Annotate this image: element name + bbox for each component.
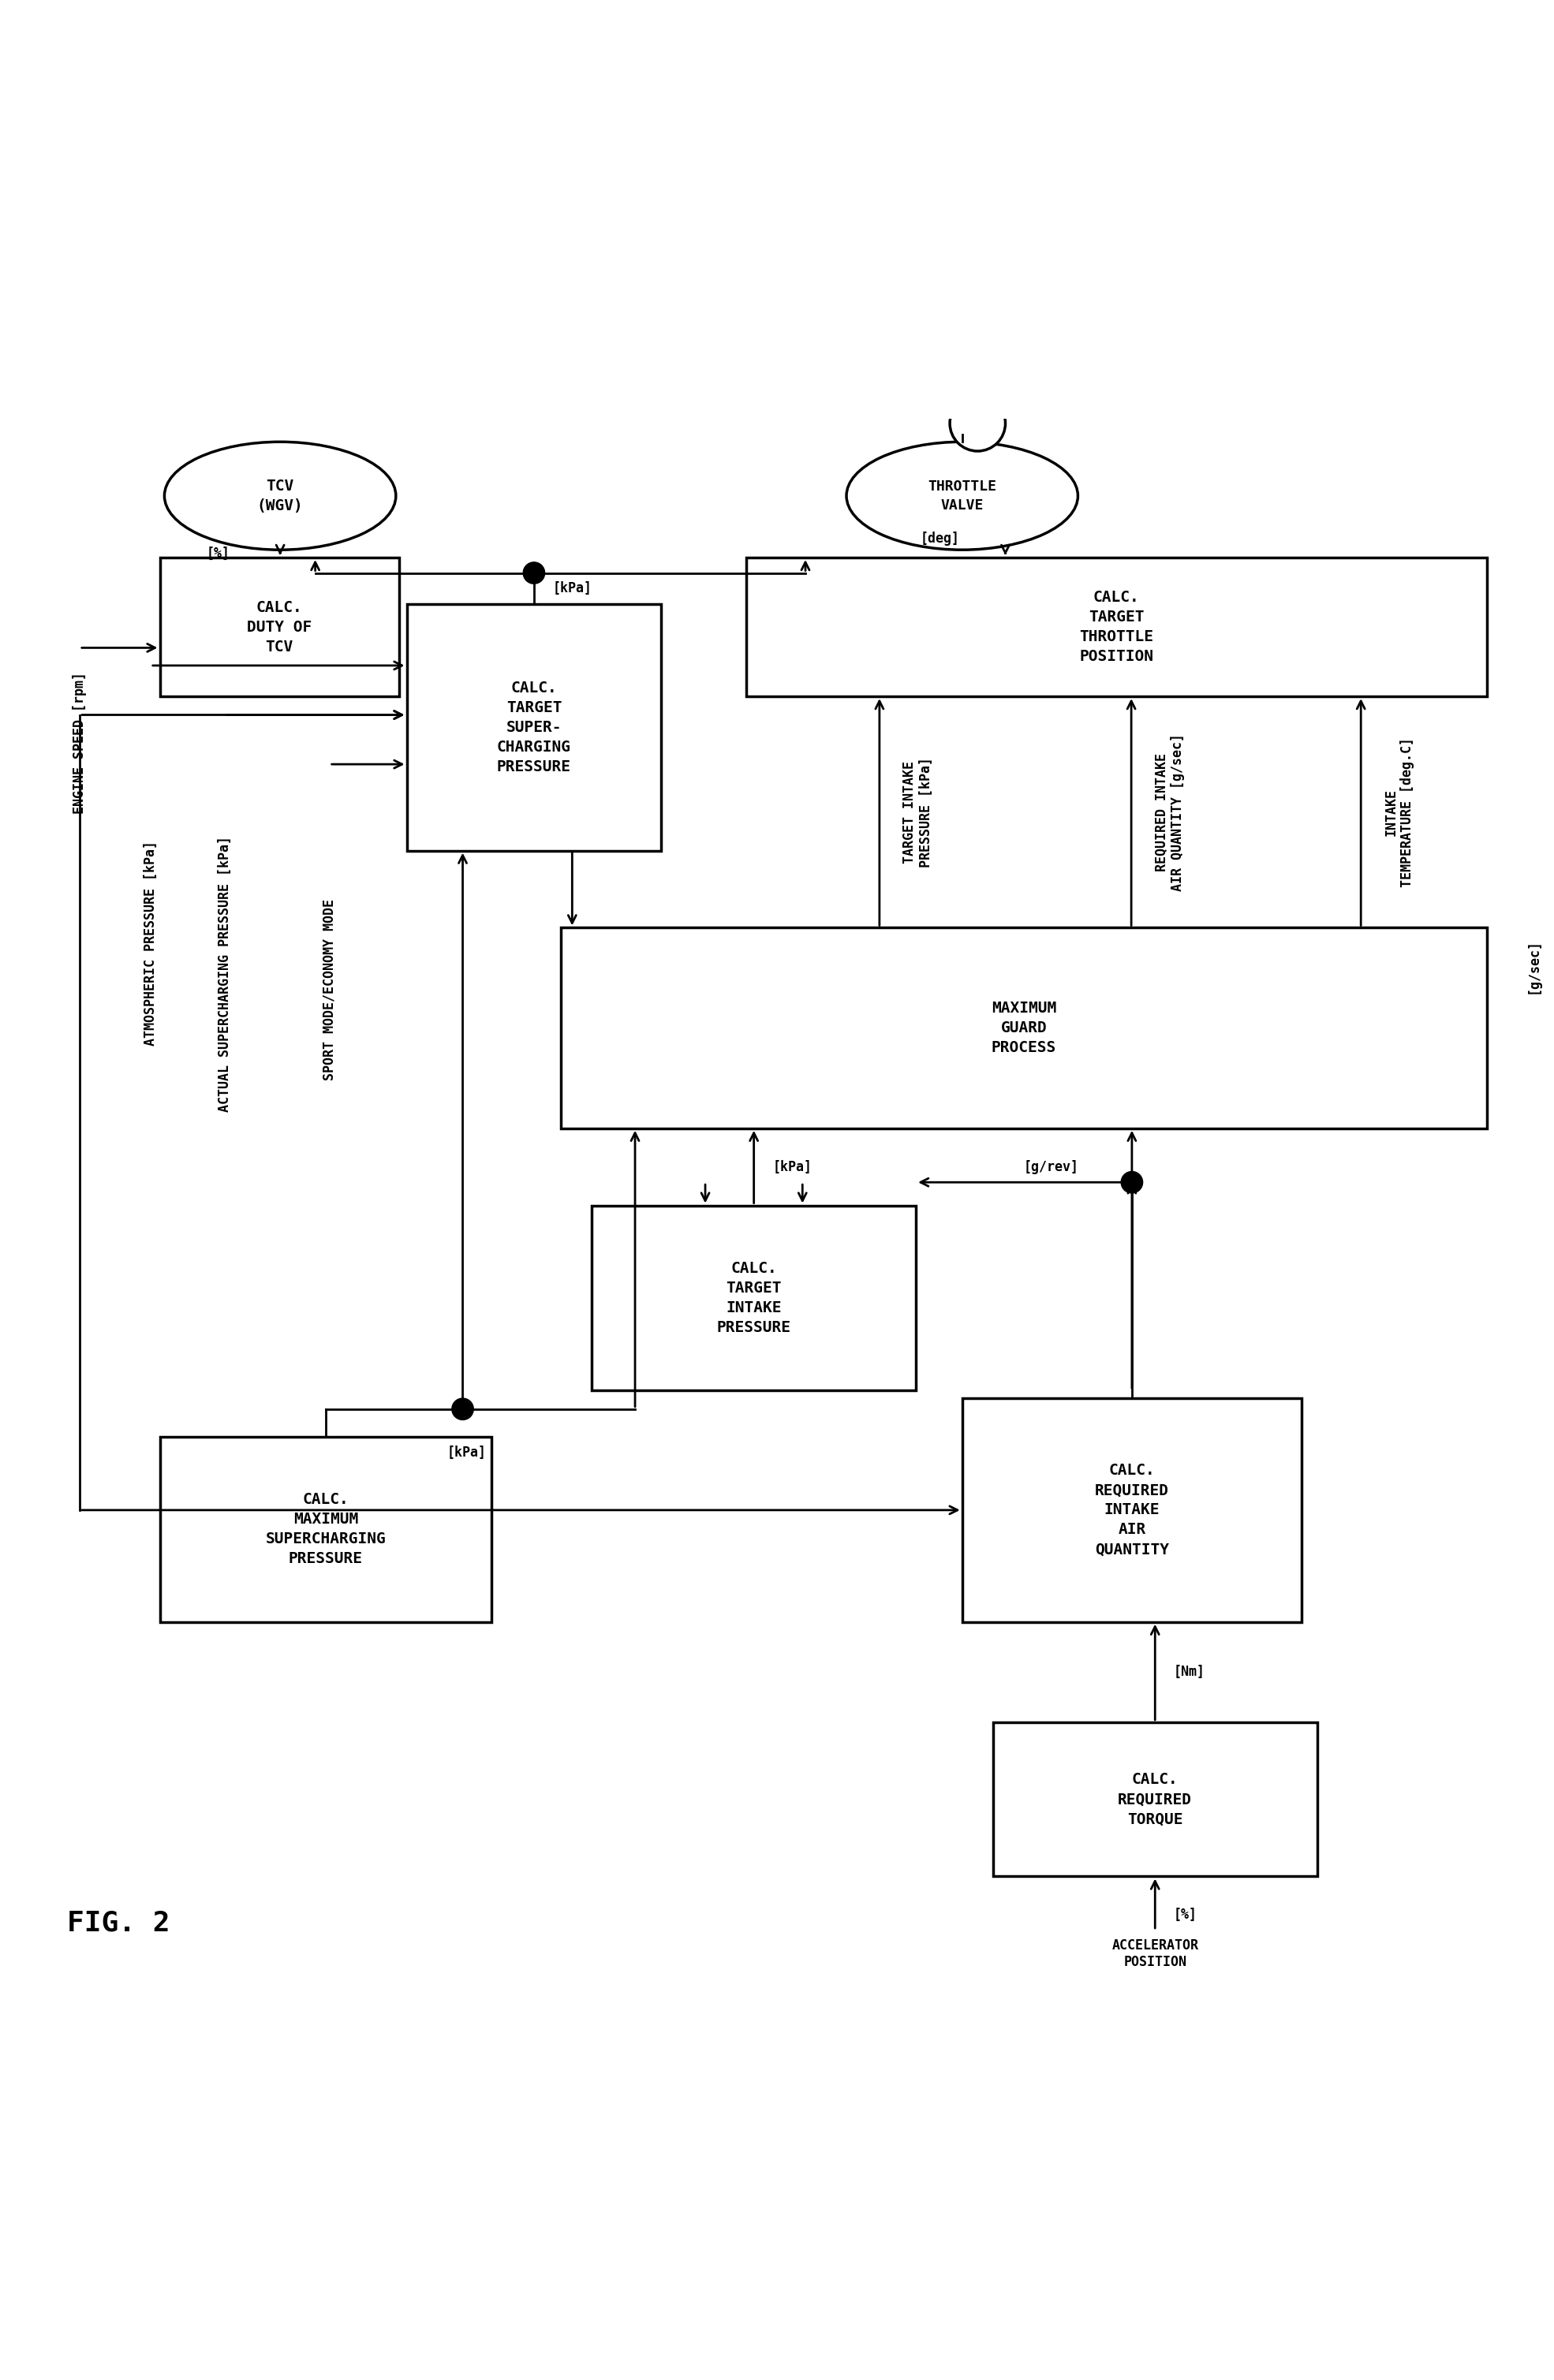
Text: INTAKE
TEMPERATURE [deg.C]: INTAKE TEMPERATURE [deg.C] — [1385, 738, 1414, 888]
Bar — [160, 557, 399, 697]
Text: CALC.
MAXIMUM
SUPERCHARGING
PRESSURE: CALC. MAXIMUM SUPERCHARGING PRESSURE — [266, 1492, 385, 1566]
Text: CALC.
REQUIRED
TORQUE: CALC. REQUIRED TORQUE — [1117, 1773, 1192, 1825]
Text: TARGET INTAKE
PRESSURE [kPa]: TARGET INTAKE PRESSURE [kPa] — [903, 757, 934, 866]
Text: ACCELERATOR
POSITION: ACCELERATOR POSITION — [1111, 1937, 1198, 1968]
Text: CALC.
DUTY OF
TCV: CALC. DUTY OF TCV — [247, 600, 312, 655]
Text: THROTTLE
VALVE: THROTTLE VALVE — [928, 478, 996, 512]
Text: [kPa]: [kPa] — [553, 581, 592, 595]
Text: ENGINE SPEED [rpm]: ENGINE SPEED [rpm] — [73, 671, 87, 814]
Circle shape — [1120, 1171, 1142, 1192]
Bar — [160, 1438, 491, 1621]
Text: FIG. 2: FIG. 2 — [67, 1909, 169, 1937]
Text: TCV
(WGV): TCV (WGV) — [256, 478, 303, 514]
Text: [deg]: [deg] — [920, 531, 960, 545]
Text: [%]: [%] — [1173, 1909, 1197, 1923]
Text: [g/rev]: [g/rev] — [1024, 1159, 1078, 1173]
Text: [Nm]: [Nm] — [1173, 1666, 1204, 1680]
Bar — [561, 928, 1487, 1128]
Text: [%]: [%] — [207, 547, 230, 562]
Ellipse shape — [165, 443, 396, 550]
Text: CALC.
TARGET
SUPER-
CHARGING
PRESSURE: CALC. TARGET SUPER- CHARGING PRESSURE — [497, 681, 570, 774]
Circle shape — [524, 562, 545, 583]
Text: REQUIRED INTAKE
AIR QUANTITY [g/sec]: REQUIRED INTAKE AIR QUANTITY [g/sec] — [1155, 733, 1186, 890]
Text: SPORT MODE/ECONOMY MODE: SPORT MODE/ECONOMY MODE — [322, 900, 337, 1081]
Text: [kPa]: [kPa] — [772, 1159, 811, 1173]
Text: MAXIMUM
GUARD
PROCESS: MAXIMUM GUARD PROCESS — [991, 1002, 1057, 1054]
Text: CALC.
TARGET
THROTTLE
POSITION: CALC. TARGET THROTTLE POSITION — [1080, 590, 1153, 664]
Text: [g/sec]: [g/sec] — [1526, 938, 1540, 995]
Circle shape — [949, 395, 1005, 452]
Text: CALC.
REQUIRED
INTAKE
AIR
QUANTITY: CALC. REQUIRED INTAKE AIR QUANTITY — [1096, 1464, 1169, 1557]
Bar — [962, 1397, 1302, 1621]
Text: CALC.
TARGET
INTAKE
PRESSURE: CALC. TARGET INTAKE PRESSURE — [716, 1261, 791, 1335]
Bar — [592, 1204, 915, 1390]
Bar — [993, 1723, 1318, 1875]
Circle shape — [452, 1397, 474, 1421]
Bar — [407, 605, 662, 850]
Ellipse shape — [847, 443, 1078, 550]
Text: ACTUAL SUPERCHARGING PRESSURE [kPa]: ACTUAL SUPERCHARGING PRESSURE [kPa] — [218, 835, 232, 1111]
Bar — [746, 557, 1487, 697]
Text: ATMOSPHERIC PRESSURE [kPa]: ATMOSPHERIC PRESSURE [kPa] — [143, 840, 157, 1045]
Text: [kPa]: [kPa] — [448, 1445, 486, 1459]
